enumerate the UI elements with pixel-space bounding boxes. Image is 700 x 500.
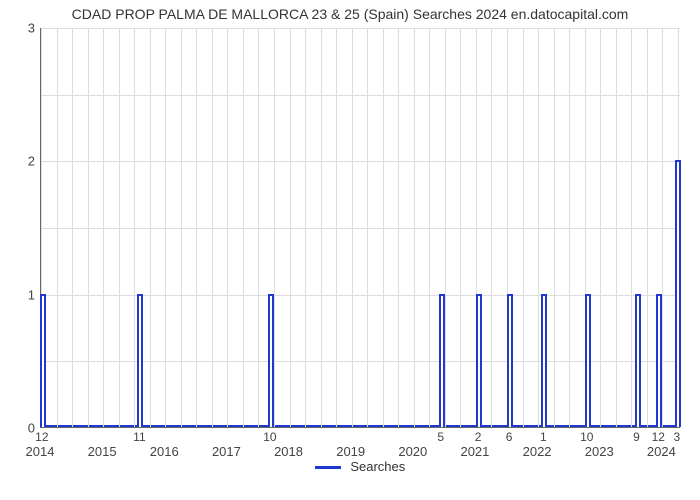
peak-value-label: 12 bbox=[35, 430, 48, 444]
x-tick-label: 2019 bbox=[336, 444, 365, 459]
chart-title: CDAD PROP PALMA DE MALLORCA 23 & 25 (Spa… bbox=[0, 6, 700, 22]
series-spike bbox=[585, 294, 591, 427]
chart-container: CDAD PROP PALMA DE MALLORCA 23 & 25 (Spa… bbox=[0, 0, 700, 500]
x-tick-label: 2022 bbox=[523, 444, 552, 459]
peak-value-label: 9 bbox=[633, 430, 640, 444]
peak-value-label: 5 bbox=[437, 430, 444, 444]
x-tick-label: 2018 bbox=[274, 444, 303, 459]
peak-value-label: 6 bbox=[506, 430, 513, 444]
series-spike bbox=[507, 294, 513, 427]
x-tick-label: 2023 bbox=[585, 444, 614, 459]
y-tick-label: 1 bbox=[5, 287, 35, 302]
peak-value-label: 11 bbox=[133, 430, 145, 444]
x-tick-label: 2016 bbox=[150, 444, 179, 459]
x-tick-label: 2020 bbox=[398, 444, 427, 459]
y-tick-label: 2 bbox=[5, 154, 35, 169]
series-spike bbox=[656, 294, 662, 427]
x-tick-label: 2017 bbox=[212, 444, 241, 459]
gridline-horizontal bbox=[41, 28, 680, 29]
legend-swatch bbox=[315, 466, 341, 469]
series-spike bbox=[268, 294, 274, 427]
legend-item-searches: Searches bbox=[315, 459, 406, 474]
gridline-horizontal bbox=[41, 161, 680, 162]
series-spike bbox=[675, 160, 681, 427]
series-spike bbox=[137, 294, 143, 427]
series-spike bbox=[635, 294, 641, 427]
x-tick-label: 2014 bbox=[26, 444, 55, 459]
plot-area bbox=[40, 28, 680, 428]
y-tick-label: 3 bbox=[5, 21, 35, 36]
y-tick-label: 0 bbox=[5, 421, 35, 436]
peak-value-label: 10 bbox=[263, 430, 276, 444]
peak-value-label: 1 bbox=[540, 430, 547, 444]
series-spike bbox=[40, 294, 46, 427]
peak-value-label: 10 bbox=[580, 430, 593, 444]
peak-value-label: 12 bbox=[652, 430, 665, 444]
gridline-horizontal bbox=[41, 228, 680, 229]
legend: Searches bbox=[40, 458, 680, 476]
x-tick-label: 2015 bbox=[88, 444, 117, 459]
x-tick-label: 2021 bbox=[460, 444, 489, 459]
gridline-horizontal bbox=[41, 95, 680, 96]
series-spike bbox=[476, 294, 482, 427]
series-spike bbox=[439, 294, 445, 427]
series-spike bbox=[541, 294, 547, 427]
peak-value-label: 2 bbox=[475, 430, 482, 444]
legend-label: Searches bbox=[350, 459, 405, 474]
x-tick-label: 2024 bbox=[647, 444, 676, 459]
peak-value-label: 3 bbox=[674, 430, 681, 444]
